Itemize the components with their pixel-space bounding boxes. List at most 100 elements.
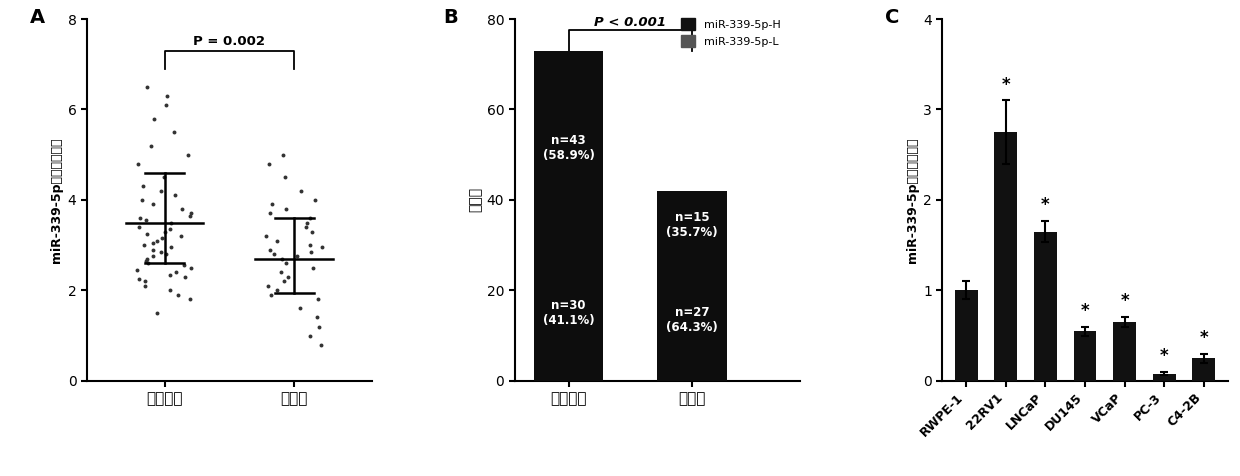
Point	[274, 278, 294, 285]
Point	[312, 244, 332, 251]
Bar	[1153, 374, 1176, 381]
Point	[180, 212, 200, 219]
Point	[305, 196, 325, 204]
Point	[264, 250, 284, 258]
Point	[155, 174, 175, 181]
Point	[278, 273, 298, 281]
Point	[267, 287, 286, 294]
Text: A: A	[30, 8, 45, 27]
Point	[161, 219, 181, 227]
Bar	[657, 191, 727, 381]
Point	[286, 253, 306, 260]
Bar	[955, 290, 977, 381]
Point	[134, 241, 154, 249]
Point	[303, 264, 322, 271]
Point	[257, 232, 277, 240]
Point	[277, 205, 296, 213]
Point	[174, 262, 193, 269]
Point	[151, 248, 171, 256]
Point	[144, 201, 164, 208]
Legend: miR-339-5p-H, miR-339-5p-L: miR-339-5p-H, miR-339-5p-L	[677, 14, 785, 51]
Point	[301, 248, 321, 256]
Point	[138, 230, 157, 238]
Point	[164, 129, 184, 136]
Point	[161, 244, 181, 251]
Point	[296, 223, 316, 231]
Bar	[1193, 358, 1215, 381]
Point	[277, 259, 296, 267]
Point	[309, 323, 329, 330]
Point	[151, 187, 171, 195]
Text: P = 0.002: P = 0.002	[193, 35, 265, 49]
Point	[298, 219, 317, 227]
Point	[171, 232, 191, 240]
Point	[144, 253, 164, 260]
Point	[263, 201, 283, 208]
Point	[136, 83, 156, 90]
Point	[311, 341, 331, 348]
Point	[303, 228, 322, 236]
Text: *: *	[1120, 292, 1128, 310]
Point	[166, 268, 186, 276]
Text: n=30
(41.1%): n=30 (41.1%)	[543, 299, 594, 327]
Point	[129, 275, 149, 283]
Text: P < 0.001: P < 0.001	[594, 16, 666, 29]
Point	[135, 278, 155, 285]
Point	[155, 228, 175, 236]
Point	[167, 291, 187, 299]
Text: n=43
(58.9%): n=43 (58.9%)	[543, 134, 594, 162]
Point	[300, 241, 320, 249]
Bar	[1034, 232, 1056, 381]
Point	[176, 273, 196, 281]
Text: C: C	[885, 8, 900, 27]
Point	[180, 296, 200, 303]
Point	[306, 314, 326, 321]
Text: B: B	[444, 8, 458, 27]
Point	[260, 291, 280, 299]
Point	[136, 255, 156, 263]
Text: n=27
(64.3%): n=27 (64.3%)	[666, 306, 718, 334]
Point	[136, 217, 156, 224]
Point	[153, 235, 172, 242]
Point	[144, 115, 164, 122]
Point	[141, 142, 161, 149]
Point	[260, 246, 280, 254]
Point	[131, 196, 151, 204]
Point	[259, 160, 279, 168]
Bar	[534, 51, 603, 381]
Text: *: *	[1002, 76, 1011, 94]
Text: *: *	[1159, 347, 1168, 366]
Point	[272, 268, 291, 276]
Point	[128, 266, 148, 274]
Point	[138, 259, 157, 267]
Point	[160, 271, 180, 278]
Point	[130, 214, 150, 222]
Point	[291, 187, 311, 195]
Point	[148, 309, 167, 317]
Point	[128, 160, 148, 168]
Point	[274, 174, 294, 181]
Point	[300, 214, 320, 222]
Text: *: *	[1081, 302, 1089, 320]
Point	[143, 239, 162, 247]
Point	[181, 264, 201, 271]
Text: n=15
(35.7%): n=15 (35.7%)	[666, 211, 718, 239]
Point	[156, 250, 176, 258]
Bar	[1114, 322, 1136, 381]
Y-axis label: miR-339-5p的相对表达量: miR-339-5p的相对表达量	[906, 137, 919, 263]
Point	[136, 257, 156, 265]
Point	[181, 210, 201, 218]
Point	[157, 92, 177, 100]
Bar	[1074, 331, 1096, 381]
Bar	[994, 132, 1017, 381]
Point	[290, 305, 310, 312]
Point	[267, 237, 286, 245]
Y-axis label: 病例数: 病例数	[469, 188, 482, 212]
Point	[165, 192, 185, 199]
Point	[135, 282, 155, 289]
Point	[172, 205, 192, 213]
Point	[260, 210, 280, 218]
Point	[133, 183, 153, 190]
Point	[156, 101, 176, 109]
Point	[258, 282, 278, 289]
